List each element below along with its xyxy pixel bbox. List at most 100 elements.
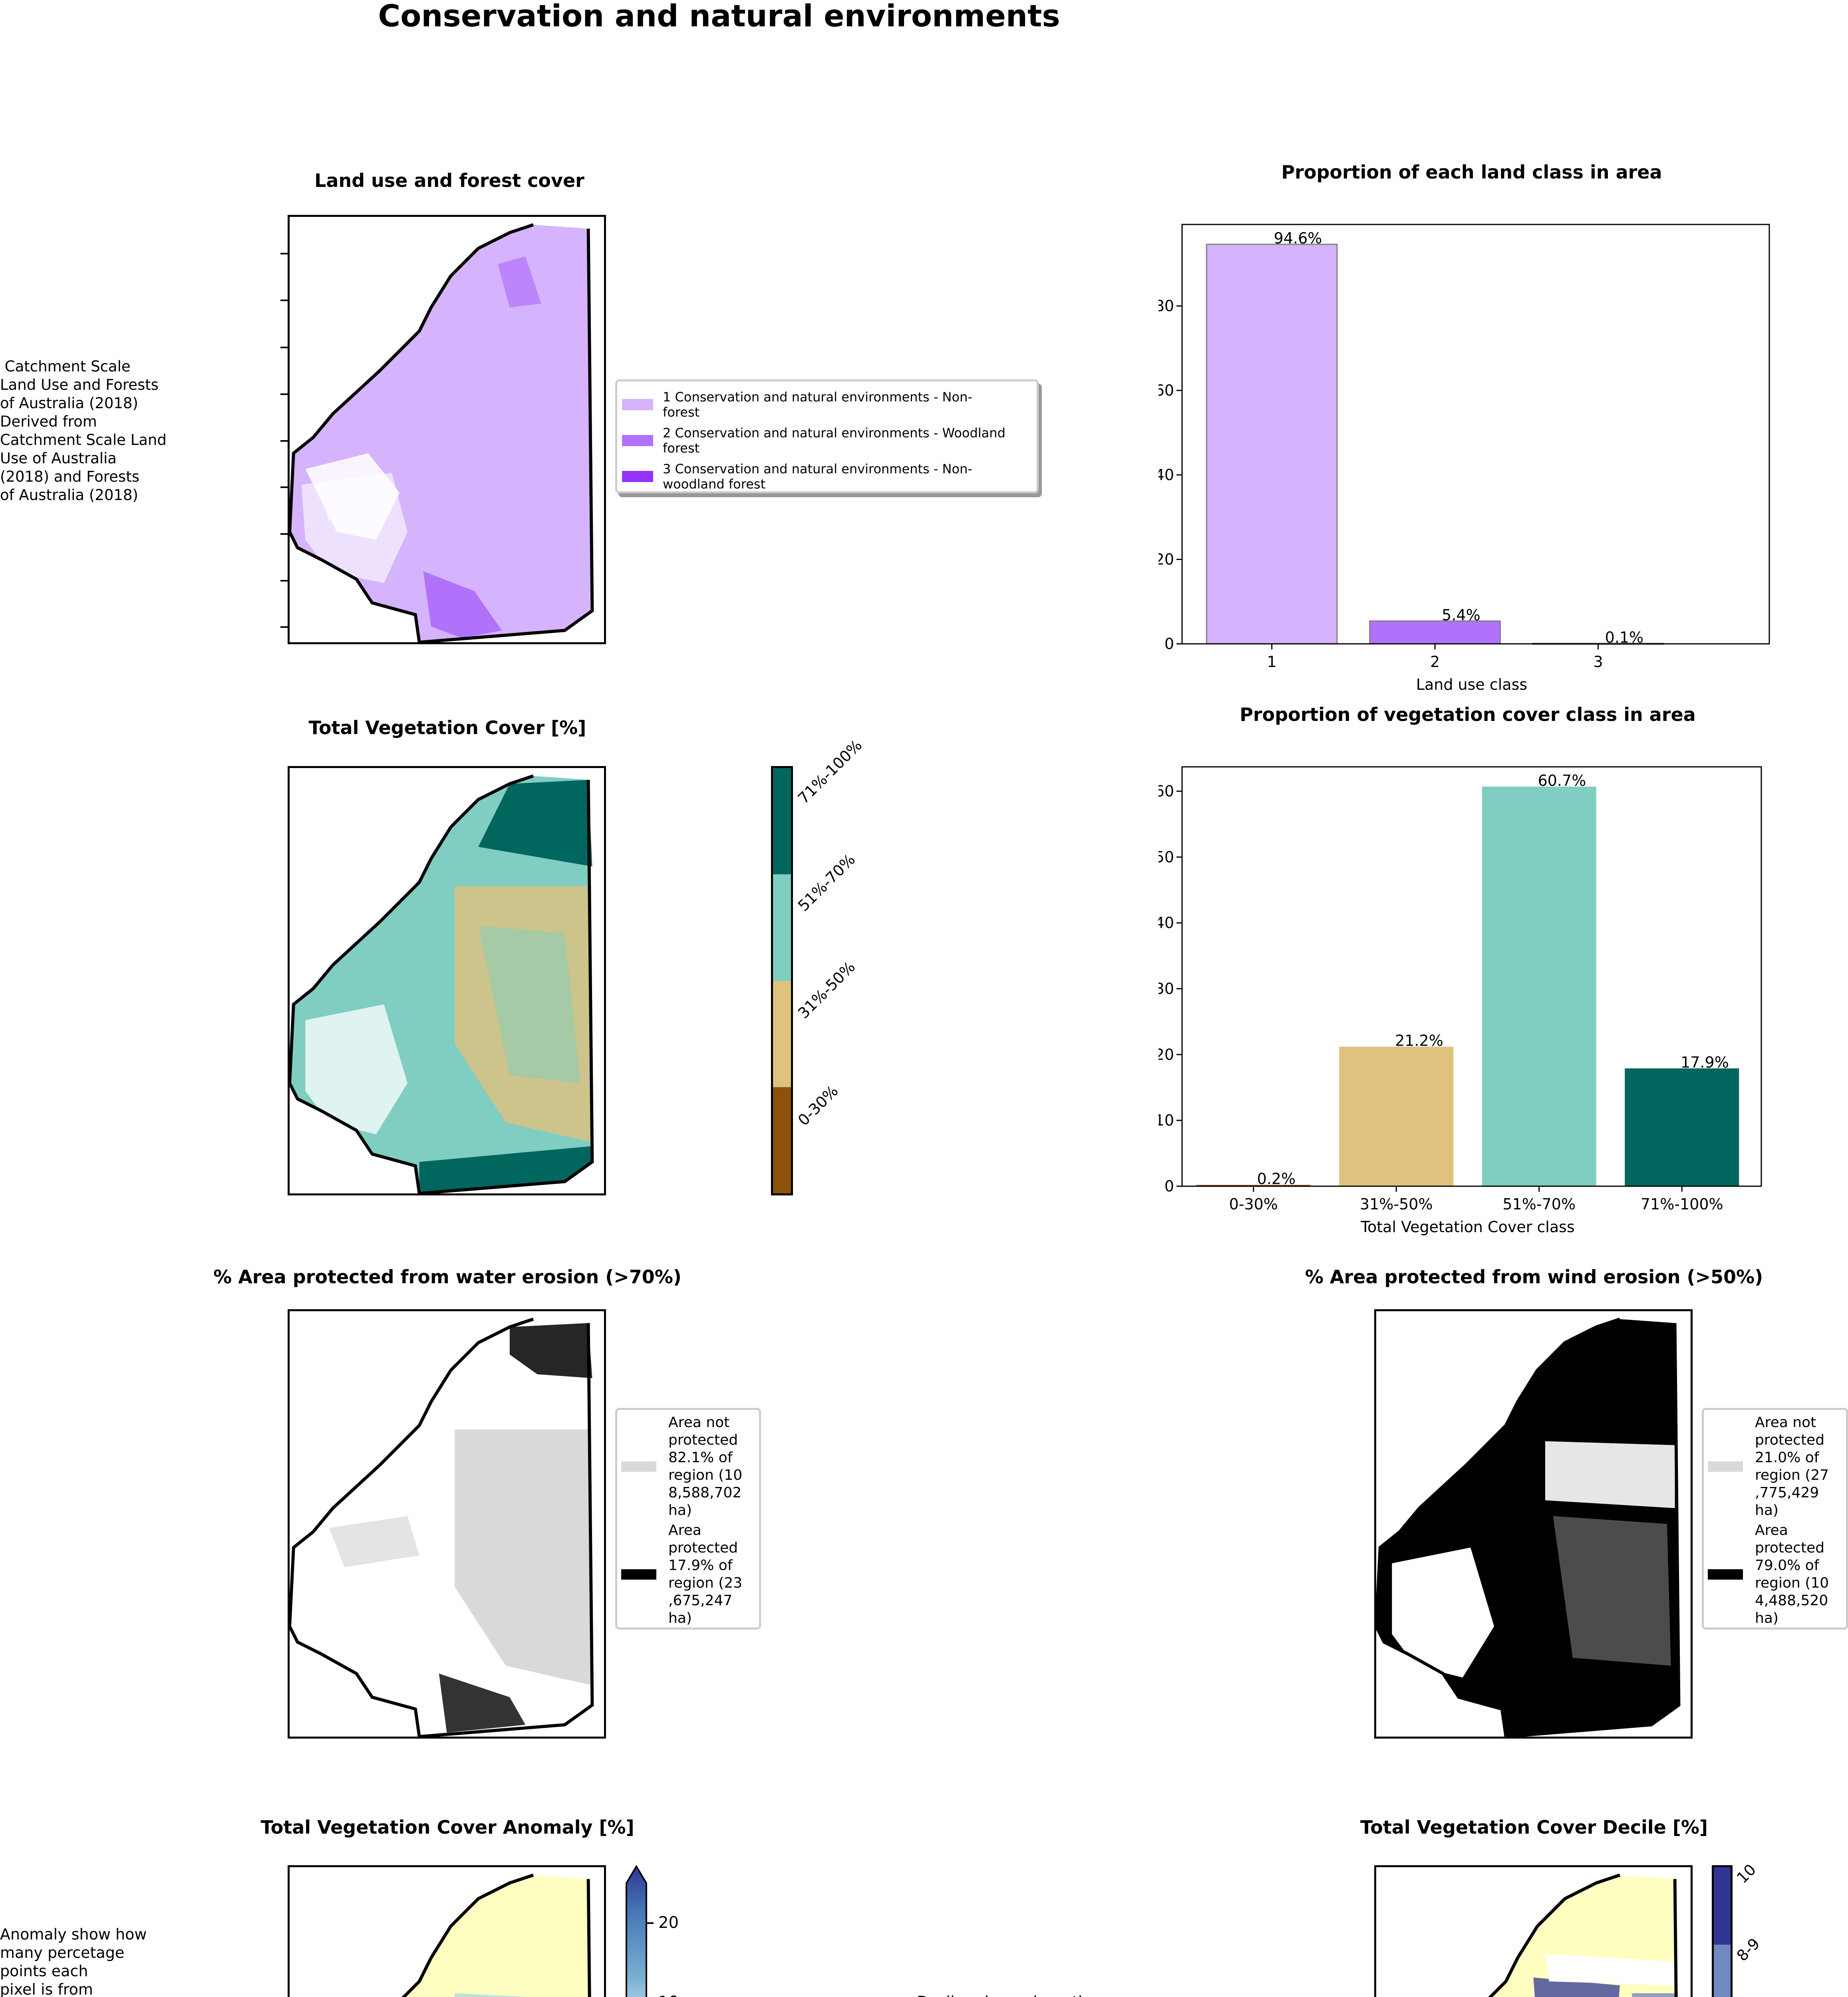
y-tick <box>280 253 288 254</box>
anomaly-colorbar-svg <box>626 1865 647 1997</box>
y-tick <box>280 486 288 488</box>
vegetation-map <box>288 766 606 1195</box>
x-tick-label: 1 <box>1267 653 1277 671</box>
anomaly-map <box>288 1865 606 1997</box>
colorbar-tick-label: 10 <box>658 1993 679 1997</box>
y-tick-label: 80 <box>1158 297 1174 315</box>
legend-swatch <box>622 435 653 446</box>
page-title: Conservation and natural environments <box>378 0 1060 34</box>
colorbar-label: 31%-50% <box>794 958 859 1022</box>
legend-swatch <box>1708 1569 1743 1580</box>
y-tick-label: 60 <box>1158 382 1174 399</box>
y-tick-label: 40 <box>1158 914 1174 932</box>
water-erosion-map <box>288 1309 606 1739</box>
legend-swatch <box>622 471 653 482</box>
chart-title: Proportion of vegetation cover class in … <box>1240 704 1696 725</box>
colorbar-tick <box>647 1922 654 1924</box>
vegetation-class-chart: Proportion of vegetation cover class in … <box>1134 703 1848 1262</box>
legend-item: Area protected 79.0% of region (10 4,488… <box>1708 1522 1829 1627</box>
legend-item: Area not protected 21.0% of region (27 ,… <box>1708 1414 1829 1519</box>
y-tick <box>280 393 288 395</box>
legend-label: Area protected 17.9% of region (23 ,675,… <box>668 1522 743 1626</box>
legend-item: Area protected 17.9% of region (23 ,675,… <box>621 1522 742 1627</box>
land-use-map-graphic <box>290 223 594 642</box>
land-use-map <box>288 215 606 644</box>
water-erosion-title: % Area protected from water erosion (>70… <box>213 1266 682 1288</box>
data-label: 0.2% <box>1257 1170 1296 1188</box>
legend-swatch <box>621 1569 656 1580</box>
colorbar-segment <box>1714 1944 1731 1997</box>
wind-erosion-legend: Area not protected 21.0% of region (27 ,… <box>1702 1408 1848 1630</box>
legend-item: 1 Conservation and natural environments … <box>622 389 972 420</box>
x-axis-label: Total Vegetation Cover class <box>1360 1218 1575 1236</box>
anomaly-colorbar <box>625 1865 649 1997</box>
vegetation-colorbar-labels: 0-30% 31%-50% 51%-70% 71%-100% <box>794 736 915 1195</box>
data-label: 17.9% <box>1681 1054 1729 1071</box>
legend-swatch <box>621 1461 656 1472</box>
data-label: 5.4% <box>1442 606 1480 624</box>
wind-erosion-map-graphic <box>1376 1317 1681 1737</box>
land-use-description: Catchment Scale Land Use and Forests of … <box>0 358 167 504</box>
colorbar-tick-label: 20 <box>658 1913 679 1932</box>
wind-erosion-title: % Area protected from wind erosion (>50%… <box>1305 1266 1763 1288</box>
decile-title: Total Vegetation Cover Decile [%] <box>1360 1816 1708 1838</box>
x-tick-label: 2 <box>1430 653 1440 671</box>
x-tick-label: 31%-50% <box>1360 1195 1433 1213</box>
legend-swatch <box>1708 1461 1743 1472</box>
anomaly-title: Total Vegetation Cover Anomaly [%] <box>260 1816 634 1838</box>
y-tick-label: 20 <box>1158 1046 1174 1063</box>
x-tick-label: 71%-100% <box>1641 1195 1723 1213</box>
colorbar-label: 8-9 <box>1733 1935 1763 1965</box>
decile-map <box>1374 1865 1693 1997</box>
colorbar-label: 51%-70% <box>794 850 859 915</box>
legend-label: Area not protected 82.1% of region (10 8… <box>668 1414 743 1519</box>
x-tick-label: 51%-70% <box>1502 1195 1576 1213</box>
anomaly-description: Anomaly show how many percetage points e… <box>0 1926 147 1997</box>
y-tick-label: 30 <box>1158 980 1174 997</box>
y-tick <box>280 580 288 582</box>
data-label: 94.6% <box>1274 230 1322 247</box>
y-tick-label: 0 <box>1164 1177 1174 1195</box>
vegetation-class-chart-svg: Proportion of vegetation cover class in … <box>1134 704 1762 1236</box>
bar <box>1369 620 1501 645</box>
legend-item: Area not protected 82.1% of region (10 8… <box>621 1414 742 1519</box>
vegetation-colorbar <box>771 766 793 1195</box>
colorbar-segment <box>773 1087 791 1193</box>
vegetation-map-graphic <box>290 774 594 1193</box>
colorbar-segment <box>773 874 791 981</box>
wind-erosion-map <box>1374 1309 1693 1739</box>
colorbar-segment <box>1714 1867 1731 1945</box>
legend-label: Area protected 79.0% of region (10 4,488… <box>1755 1522 1829 1626</box>
colorbar-segment <box>773 768 791 875</box>
y-tick <box>280 300 288 301</box>
water-erosion-map-graphic <box>290 1317 594 1737</box>
colorbar-segment <box>773 981 791 1087</box>
x-tick-label: 3 <box>1593 653 1603 671</box>
y-tick-label: 20 <box>1158 551 1174 568</box>
y-tick <box>280 533 288 535</box>
x-axis-label: Land use class <box>1416 676 1527 693</box>
legend-label: 3 Conservation and natural environments … <box>663 461 972 492</box>
legend-label: Area not protected 21.0% of region (27 ,… <box>1755 1414 1829 1519</box>
bar <box>1206 244 1338 645</box>
y-tick-label: 50 <box>1158 848 1174 866</box>
decile-colorbar-labels: 12-34-78-910 <box>1733 1861 1846 1997</box>
chart-title: Proportion of each land class in area <box>1281 161 1662 183</box>
decile-description: Deciles show where the pixel value lies … <box>917 1993 1108 1997</box>
anomaly-colorbar-labels: 20100−10−20 <box>647 1865 695 1997</box>
bar <box>1482 786 1596 1186</box>
legend-item: 2 Conservation and natural environments … <box>622 425 1005 456</box>
x-tick-label: 0-30% <box>1229 1195 1278 1213</box>
decile-colorbar <box>1712 1865 1733 1997</box>
bar <box>1339 1046 1454 1186</box>
colorbar-label: 0-30% <box>794 1082 842 1130</box>
legend-swatch <box>622 399 653 410</box>
data-label: 21.2% <box>1395 1032 1443 1050</box>
y-tick-label: 40 <box>1158 466 1174 484</box>
land-class-chart: Proportion of each land class in area 94.… <box>1134 160 1848 703</box>
y-tick-label: 10 <box>1158 1112 1174 1129</box>
land-class-chart-svg: Proportion of each land class in area 94.… <box>1134 161 1770 693</box>
legend-item: 3 Conservation and natural environments … <box>622 461 972 492</box>
legend-label: 1 Conservation and natural environments … <box>663 389 972 420</box>
bar <box>1625 1068 1739 1186</box>
